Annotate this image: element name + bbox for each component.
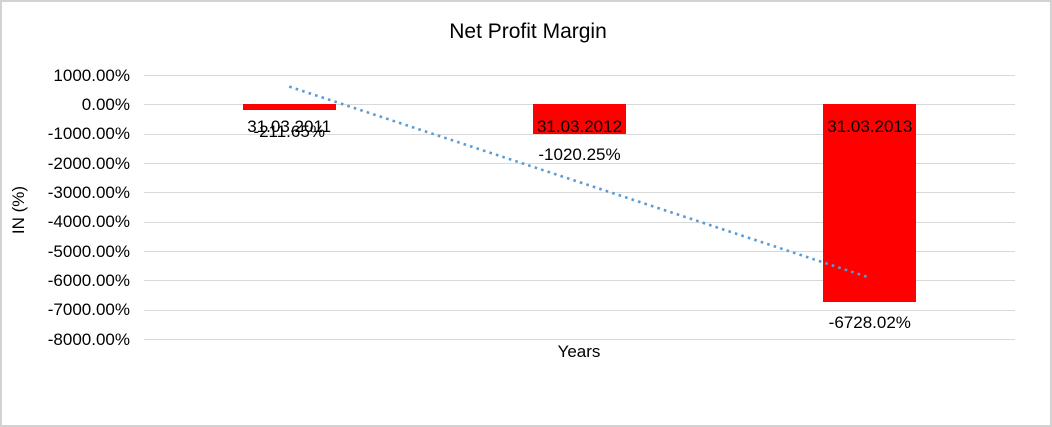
y-gridline xyxy=(144,309,1015,311)
y-tick-label: -7000.00% xyxy=(47,300,130,320)
x-axis-title: Years xyxy=(557,342,601,361)
bar xyxy=(242,104,336,111)
y-tick-label: -3000.00% xyxy=(47,182,130,202)
y-gridline xyxy=(144,339,1015,340)
y-tick-label: -1000.00% xyxy=(47,124,130,144)
y-gridline xyxy=(144,75,1015,76)
data-label: -211.65% xyxy=(253,121,325,141)
y-tick-label: 1000.00% xyxy=(53,65,130,85)
y-tick-label: -2000.00% xyxy=(47,153,130,173)
y-tick-label: -4000.00% xyxy=(47,212,130,232)
y-tick-label: -8000.00% xyxy=(47,329,130,349)
category-label: 31.03.2013 xyxy=(827,117,913,136)
y-gridline xyxy=(144,280,1015,282)
category-label: 31.03.2012 xyxy=(536,117,623,136)
data-label: -6728.02% xyxy=(828,312,911,332)
data-label: -1020.25% xyxy=(538,145,621,165)
y-tick-label: 0.00% xyxy=(81,94,130,114)
chart-title: Net Profit Margin xyxy=(449,20,607,43)
y-tick-label: -5000.00% xyxy=(47,241,130,261)
y-tick-label: -6000.00% xyxy=(47,270,130,290)
